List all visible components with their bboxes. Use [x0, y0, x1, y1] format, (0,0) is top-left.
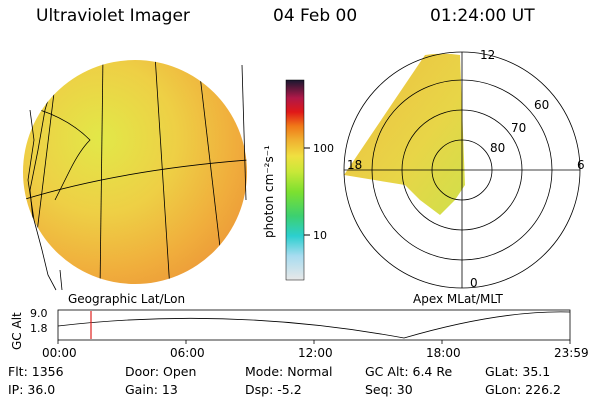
colorbar-tick-100: 100 [313, 142, 334, 155]
header-time: 01:24:00 UT [430, 6, 535, 26]
altitude-x-tick-1800: 18:00 [426, 346, 461, 360]
polar-label-70: 70 [511, 121, 527, 135]
info-seq: Seq: 30 [365, 382, 413, 397]
polar-plot [343, 51, 581, 289]
altitude-y-tick-9: 9.0 [30, 307, 48, 320]
altitude-x-tick-0600: 06:00 [170, 346, 205, 360]
polar-label-60: 60 [534, 98, 550, 112]
polar-label-12: 12 [480, 48, 496, 62]
geographic-image [23, 60, 247, 291]
info-gc-alt: GC Alt: 6.4 Re [365, 364, 453, 379]
info-door: Door: Open [125, 364, 197, 379]
info-mode: Mode: Normal [245, 364, 333, 379]
polar-label-0: 0 [470, 276, 478, 290]
left-panel-label: Geographic Lat/Lon [68, 292, 186, 306]
colorbar [285, 79, 305, 281]
polar-label-6: 6 [577, 158, 585, 172]
polar-label-18: 18 [347, 158, 363, 172]
altitude-y-tick-1.8: 1.8 [30, 322, 48, 335]
altitude-x-tick-0000: 00:00 [42, 346, 77, 360]
info-ip: IP: 36.0 [8, 382, 56, 397]
info-flt: Flt: 1356 [8, 364, 64, 379]
info-glon: GLon: 226.2 [485, 382, 561, 397]
header-date: 04 Feb 00 [273, 6, 358, 26]
colorbar-tick-10: 10 [313, 229, 327, 242]
info-gain: Gain: 13 [125, 382, 178, 397]
info-glat: GLat: 35.1 [485, 364, 551, 379]
altitude-x-tick-2359: 23:59 [554, 346, 589, 360]
info-dsp: Dsp: -5.2 [245, 382, 302, 397]
altitude-x-tick-1200: 12:00 [298, 346, 333, 360]
colorbar-unit-label: photon cm⁻²s⁻¹ [262, 145, 276, 238]
instrument-title: Ultraviolet Imager [36, 6, 190, 26]
altitude-axis-label: GC Alt [10, 312, 24, 350]
polar-label-80: 80 [490, 141, 506, 155]
altitude-plot [57, 309, 571, 344]
right-panel-label: Apex MLat/MLT [413, 292, 503, 306]
